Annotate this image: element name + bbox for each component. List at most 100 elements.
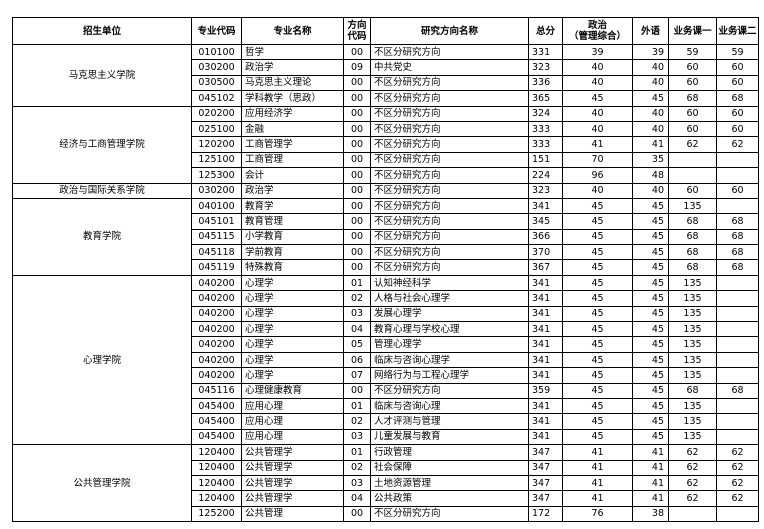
cell-politics: 41 <box>562 474 633 492</box>
cell-course2 <box>716 305 759 323</box>
cell-total: 341 <box>528 305 563 323</box>
cell-unit: 教育学院 <box>12 197 192 276</box>
cell-major: 特殊教育 <box>241 259 344 276</box>
cell-dir-code: 00 <box>343 151 371 169</box>
cell-total: 341 <box>528 413 563 430</box>
cell-major: 心理健康教育 <box>241 382 344 399</box>
cell-dir-code: 00 <box>343 43 371 61</box>
cell-course2: 62 <box>716 474 759 492</box>
cell-course1 <box>668 167 717 184</box>
cell-course1: 135 <box>668 321 717 338</box>
header-dir-name: 研究方向名称 <box>370 17 529 45</box>
cell-course2: 68 <box>716 213 759 230</box>
cell-code: 045119 <box>191 259 242 276</box>
cell-course2: 68 <box>716 382 759 399</box>
cell-course1: 60 <box>668 74 717 92</box>
cell-total: 345 <box>528 213 563 230</box>
cell-foreign: 45 <box>632 290 669 307</box>
cell-politics: 40 <box>562 59 633 76</box>
cell-major: 应用心理 <box>241 413 344 430</box>
cell-course2 <box>716 428 759 446</box>
cell-dir-name: 教育心理与学校心理 <box>370 321 529 338</box>
cell-code: 045115 <box>191 228 242 246</box>
cell-major: 公共管理 <box>241 505 344 523</box>
cell-course1: 135 <box>668 351 717 369</box>
cell-foreign: 45 <box>632 197 669 215</box>
table-row: 045119 特殊教育 00 不区分研究方向 367 45 45 68 68 <box>13 259 759 276</box>
cell-foreign: 48 <box>632 167 669 184</box>
cell-dir-code: 06 <box>343 351 371 369</box>
cell-code: 045400 <box>191 428 242 446</box>
cell-dir-code: 00 <box>343 182 371 199</box>
cell-dir-code: 00 <box>343 74 371 92</box>
cell-foreign: 45 <box>632 351 669 369</box>
cell-code: 120400 <box>191 490 242 507</box>
cell-dir-name: 不区分研究方向 <box>370 382 529 399</box>
cell-major: 心理学 <box>241 321 344 338</box>
cell-dir-name: 不区分研究方向 <box>370 167 529 184</box>
cell-major: 教育学 <box>241 197 344 215</box>
cell-dir-name: 公共政策 <box>370 490 529 507</box>
cell-politics: 45 <box>562 428 633 446</box>
cell-politics: 41 <box>562 444 633 461</box>
cell-code: 030200 <box>191 59 242 76</box>
cell-dir-name: 不区分研究方向 <box>370 244 529 261</box>
cell-dir-code: 07 <box>343 367 371 384</box>
cell-dir-name: 不区分研究方向 <box>370 259 529 276</box>
cell-course1: 60 <box>668 120 717 138</box>
table-row: 045102 学科教学（思政） 00 不区分研究方向 365 45 45 68 68 <box>13 90 759 107</box>
cell-politics: 45 <box>562 397 633 415</box>
cell-unit: 政治与国际关系学院 <box>12 182 192 199</box>
cell-course2 <box>716 367 759 384</box>
table-row: 125200 公共管理 00 不区分研究方向 172 76 38 <box>13 505 759 523</box>
cell-total: 336 <box>528 74 563 92</box>
cell-major: 公共管理学 <box>241 459 344 476</box>
cell-course2: 62 <box>716 136 759 153</box>
cell-total: 341 <box>528 428 563 446</box>
cell-course2 <box>716 505 759 523</box>
cell-code: 040100 <box>191 197 242 215</box>
cell-dir-name: 儿童发展与教育 <box>370 428 529 446</box>
cell-politics: 45 <box>562 321 633 338</box>
cell-politics: 45 <box>562 274 633 292</box>
cell-course1: 135 <box>668 305 717 323</box>
cell-course1: 68 <box>668 259 717 276</box>
table-row: 045115 小学教育 00 不区分研究方向 366 45 45 68 68 <box>13 228 759 246</box>
cell-dir-code: 00 <box>343 105 371 122</box>
table-row: 045400 应用心理 03 儿童发展与教育 341 45 45 135 <box>13 428 759 446</box>
cell-dir-code: 02 <box>343 459 371 476</box>
table-row: 040200 心理学 05 管理心理学 341 45 45 135 <box>13 336 759 353</box>
table-row: 040200 心理学 03 发展心理学 341 45 45 135 <box>13 305 759 323</box>
cell-major: 政治学 <box>241 59 344 76</box>
cell-dir-name: 临床与咨询心理 <box>370 397 529 415</box>
cell-major: 会计 <box>241 167 344 184</box>
cell-foreign: 45 <box>632 321 669 338</box>
cell-major: 应用经济学 <box>241 105 344 122</box>
cell-foreign: 41 <box>632 136 669 153</box>
cell-foreign: 40 <box>632 182 669 199</box>
cell-dir-name: 临床与咨询心理学 <box>370 351 529 369</box>
cell-dir-code: 00 <box>343 382 371 399</box>
cell-course2: 60 <box>716 59 759 76</box>
cell-code: 120400 <box>191 459 242 476</box>
cell-course2: 68 <box>716 259 759 276</box>
cell-code: 040200 <box>191 305 242 323</box>
cell-total: 347 <box>528 490 563 507</box>
cell-total: 333 <box>528 136 563 153</box>
cell-major: 应用心理 <box>241 397 344 415</box>
cell-dir-name: 社会保障 <box>370 459 529 476</box>
cell-code: 045101 <box>191 213 242 230</box>
cell-politics: 45 <box>562 290 633 307</box>
cell-dir-code: 00 <box>343 228 371 246</box>
cell-foreign: 35 <box>632 151 669 169</box>
cell-major: 心理学 <box>241 290 344 307</box>
cell-dir-name: 不区分研究方向 <box>370 90 529 107</box>
cell-foreign: 45 <box>632 413 669 430</box>
cell-dir-code: 01 <box>343 397 371 415</box>
cell-course1: 135 <box>668 397 717 415</box>
cell-politics: 45 <box>562 197 633 215</box>
cell-politics: 45 <box>562 351 633 369</box>
cell-total: 341 <box>528 290 563 307</box>
cell-course1: 135 <box>668 336 717 353</box>
cell-major: 工商管理 <box>241 151 344 169</box>
